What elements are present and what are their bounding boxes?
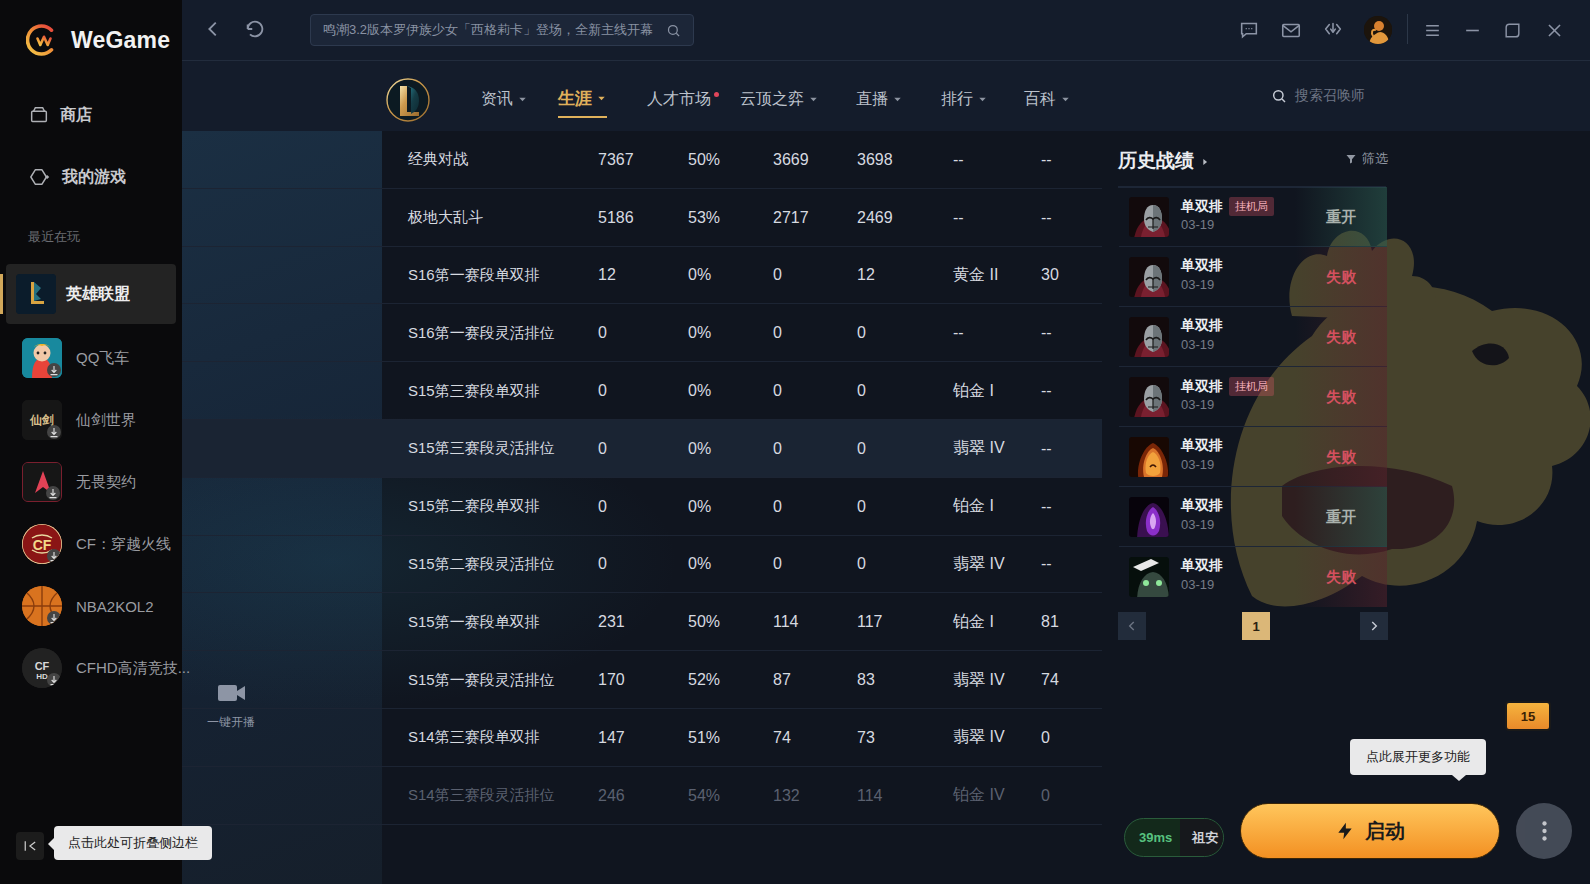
svg-text:CF: CF: [35, 660, 50, 672]
